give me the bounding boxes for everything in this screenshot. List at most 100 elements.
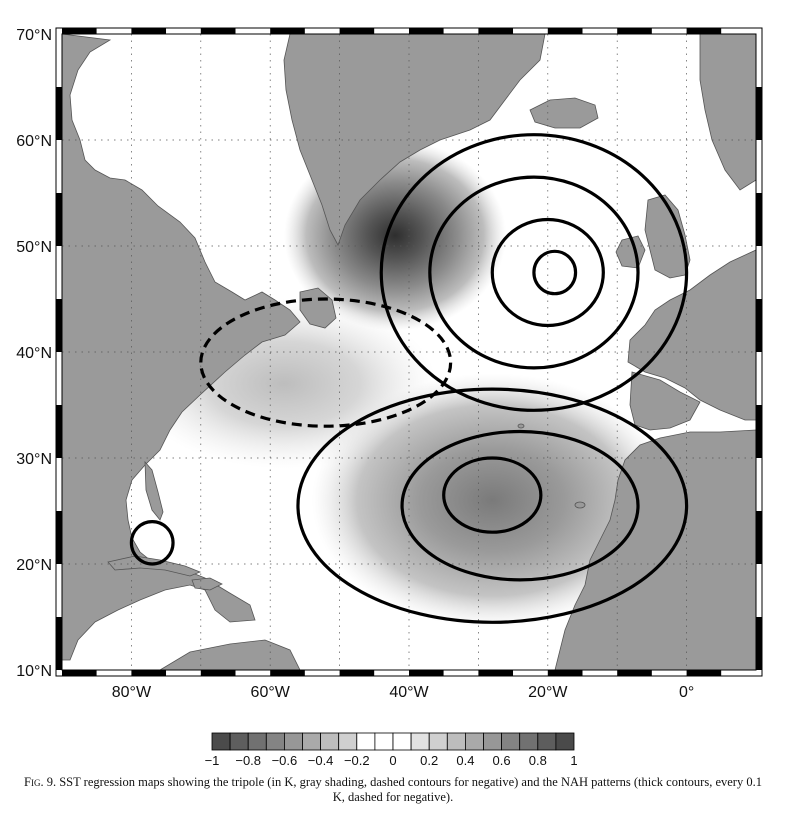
border-segment — [56, 246, 62, 299]
land-europe — [627, 249, 756, 421]
border-segment — [131, 670, 167, 676]
colorbar-swatch — [537, 732, 557, 751]
border-segment — [56, 352, 62, 405]
caption-text: SST regression maps showing the tripole … — [59, 775, 762, 804]
border-segment — [547, 28, 583, 34]
nah-contour-positive — [532, 249, 578, 296]
map-panel: 80°W 60°W 40°W 20°W 0° 70°N 60°N 50°N 40°N 30°N 2… — [16, 27, 763, 701]
colorbar-swatch — [211, 732, 231, 751]
border-segment — [235, 670, 271, 676]
border-segment — [200, 670, 236, 676]
border-segment — [756, 299, 762, 352]
land — [62, 34, 756, 670]
border-segment — [443, 28, 479, 34]
border-segment — [756, 405, 762, 458]
colorbar-tick-label: −0.4 — [308, 753, 334, 768]
border-segment — [478, 28, 514, 34]
colorbar-swatch — [229, 732, 249, 751]
nah-contour-positive — [428, 175, 640, 370]
colorbar-swatch — [446, 732, 466, 751]
border-segment — [56, 140, 62, 193]
land-canary-islands — [574, 501, 586, 509]
colorbar-swatch — [501, 732, 521, 751]
border-segment — [374, 670, 409, 676]
border-segment — [582, 670, 618, 676]
colorbar-swatch — [483, 732, 503, 751]
x-tick-label: 60°W — [251, 684, 291, 701]
land-scandinavia — [699, 34, 756, 191]
border-segment — [478, 670, 514, 676]
border-segment — [374, 28, 409, 34]
land-iceland — [529, 97, 599, 129]
border-segment — [721, 28, 756, 34]
border-segment — [270, 28, 305, 34]
border-segment — [443, 670, 479, 676]
border-segment — [96, 28, 132, 34]
border-segment — [686, 670, 722, 676]
border-segment — [721, 670, 756, 676]
border-segment — [200, 28, 236, 34]
border-segment — [651, 28, 687, 34]
border-segment — [547, 670, 583, 676]
border-segment — [62, 670, 97, 676]
border-segment — [409, 670, 444, 676]
land-azores — [517, 423, 525, 429]
map-inner-frame — [61, 33, 757, 671]
y-tick-label: 40°N — [16, 345, 52, 362]
border-segment — [235, 28, 271, 34]
border-segment — [56, 458, 62, 511]
border-segment — [756, 617, 762, 670]
land-florida — [144, 460, 164, 521]
colorbar-swatch — [428, 732, 448, 751]
figure: 80°W 60°W 40°W 20°W 0° 70°N 60°N 50°N 40°N 30°N 2… — [16, 27, 763, 768]
colorbar-tick-label: 1 — [570, 753, 577, 768]
border-segment — [686, 28, 722, 34]
border-segment — [756, 352, 762, 405]
colorbar-tick-label: −0.2 — [344, 753, 370, 768]
border-segment — [56, 564, 62, 617]
border-segment — [96, 670, 132, 676]
border-segment — [756, 87, 762, 140]
border-segment — [756, 564, 762, 617]
nah-contour-negative — [199, 297, 453, 428]
nah-contour-positive — [490, 217, 605, 328]
land-hispaniola — [191, 577, 223, 591]
x-tick-label: 40°W — [389, 684, 429, 701]
border-segment — [339, 28, 375, 34]
border-segment — [304, 28, 340, 34]
colorbar-swatch — [392, 732, 412, 751]
colorbar-swatch — [283, 732, 303, 751]
colorbar-tick-label: 0.2 — [420, 753, 438, 768]
border-segment — [582, 28, 618, 34]
land-north-america — [62, 34, 301, 661]
land-greenland — [283, 34, 546, 246]
border-segment — [56, 405, 62, 458]
border-segment — [617, 28, 652, 34]
land-iberia — [629, 371, 701, 431]
border-segment — [166, 28, 201, 34]
y-tick-label: 20°N — [16, 557, 52, 574]
colorbar-tick-label: −0.8 — [235, 753, 261, 768]
border-segment — [270, 670, 305, 676]
border-segment — [756, 193, 762, 246]
border-segment — [131, 28, 167, 34]
figure-label: Fig. 9. — [24, 775, 57, 789]
y-tick-label: 50°N — [16, 239, 52, 256]
colorbar-tick-label: −0.6 — [272, 753, 298, 768]
border-segment — [166, 670, 201, 676]
x-tick-label: 20°W — [528, 684, 568, 701]
border-segment — [304, 670, 340, 676]
colorbar-swatch — [302, 732, 322, 751]
colorbar-swatch — [555, 732, 575, 751]
border-segment — [651, 670, 687, 676]
colorbar: −1 −0.8 −0.6 −0.4 −0.2 0 0.2 0.4 0.6 0.8 1 — [205, 732, 578, 768]
colorbar-swatch — [356, 732, 376, 751]
figure-caption: Fig. 9. SST regression maps showing the … — [20, 775, 766, 805]
y-tick-label: 60°N — [16, 133, 52, 150]
y-tick-labels: 70°N 60°N 50°N 40°N 30°N 20°N 10°N — [16, 27, 52, 680]
border-segment — [62, 28, 97, 34]
y-tick-label: 70°N — [16, 27, 52, 44]
border-segment — [56, 34, 62, 87]
x-tick-label: 80°W — [112, 684, 152, 701]
border-segment — [513, 28, 548, 34]
